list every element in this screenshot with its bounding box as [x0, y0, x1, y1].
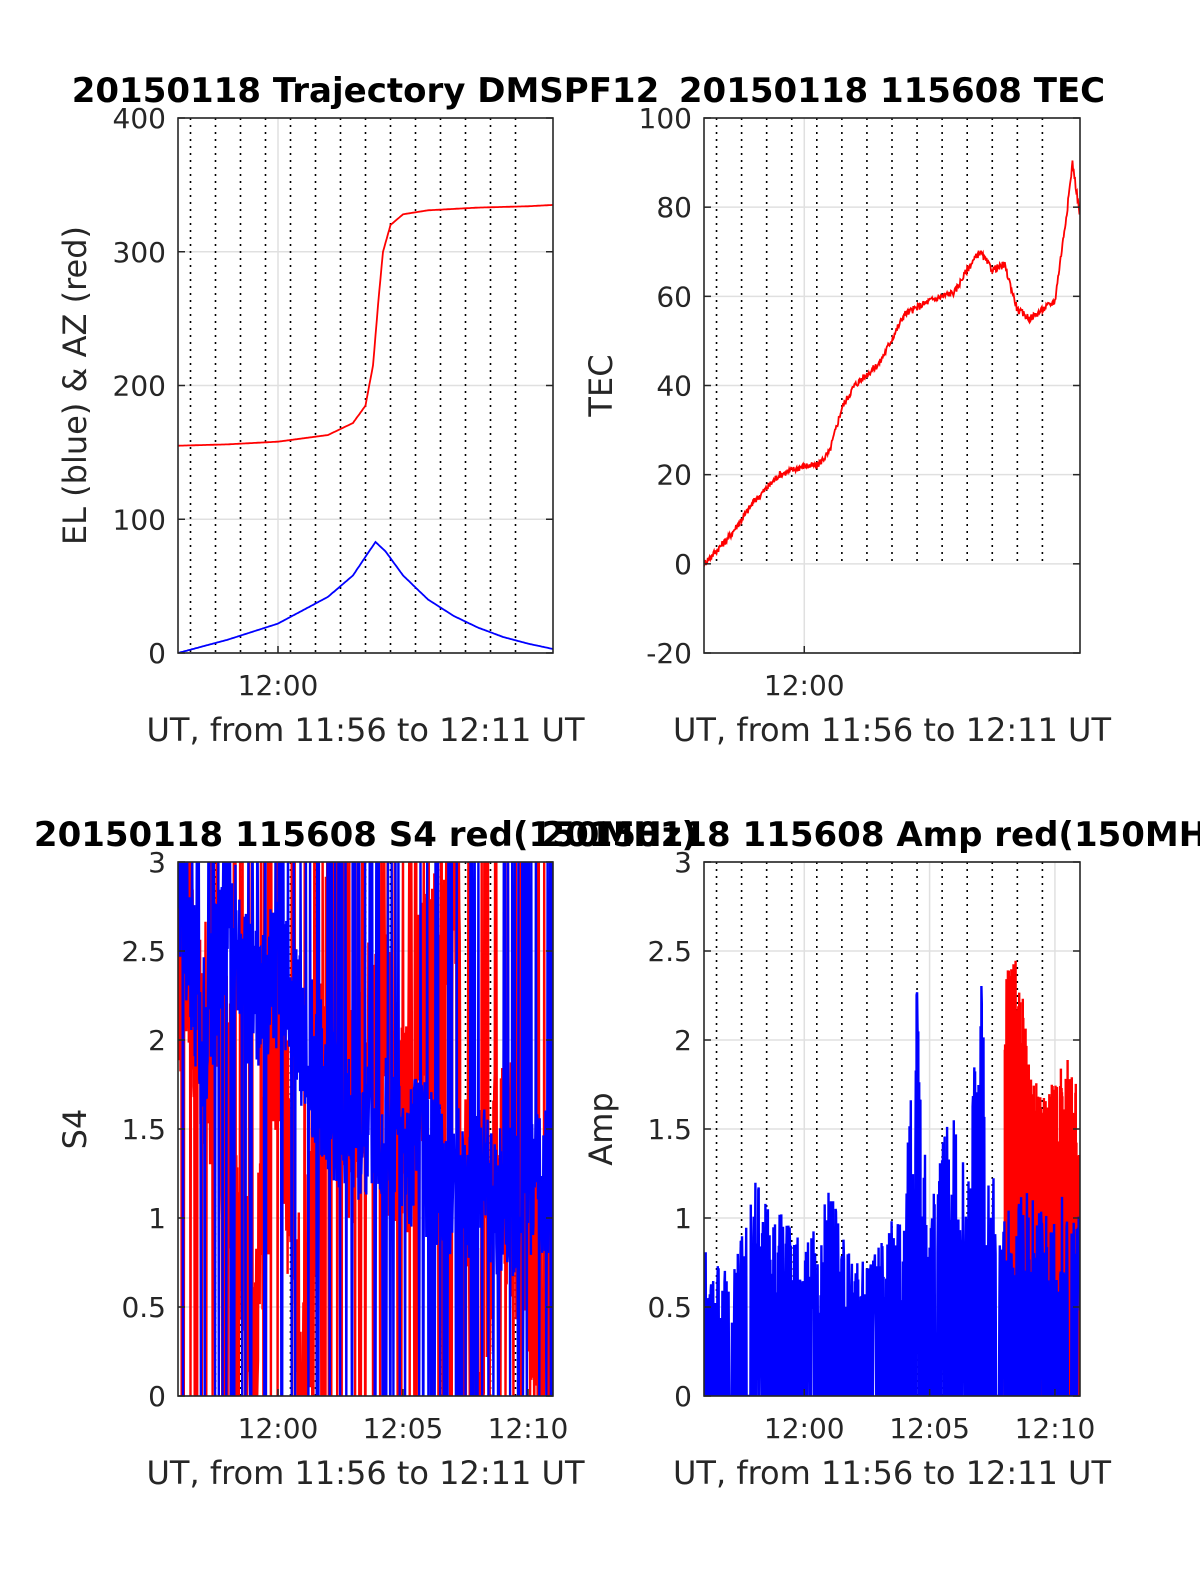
x-tick-label: 12:05 — [363, 1412, 444, 1445]
y-axis-label: Amp — [582, 1092, 620, 1165]
y-tick-label: 3 — [674, 846, 692, 879]
y-tick-label: 60 — [656, 280, 692, 313]
x-tick-label: 12:00 — [238, 669, 319, 702]
y-tick-label: 2.5 — [647, 935, 692, 968]
series-line-blue — [178, 540, 553, 653]
y-tick-label: 80 — [656, 191, 692, 224]
x-axis-label: UT, from 11:56 to 12:11 UT — [673, 1454, 1111, 1492]
y-axis-label: TEC — [582, 354, 620, 417]
chart-title: 20150118 115608 TEC — [679, 71, 1105, 111]
x-tick-label: 12:00 — [238, 1412, 319, 1445]
series-line-red — [1003, 960, 1080, 1396]
series-line-red — [178, 204, 553, 447]
y-tick-label: 200 — [113, 370, 166, 403]
x-tick-label: 12:00 — [764, 1412, 845, 1445]
y-tick-label: 1.5 — [647, 1113, 692, 1146]
y-tick-label: 1.5 — [121, 1113, 166, 1146]
y-tick-label: 2 — [674, 1024, 692, 1057]
y-tick-label: 1 — [674, 1202, 692, 1235]
chart-title: 20150118 115608 Amp red(150MHz) — [541, 815, 1200, 855]
y-tick-label: 0.5 — [121, 1291, 166, 1324]
x-tick-label: 12:00 — [764, 669, 845, 702]
amp-plot: 0 0.5 1 1.5 2 2.5 3 12:00 12:05 12:10 UT, from 11:… — [541, 815, 1200, 1492]
chart-title: 20150118 115608 S4 red(150MHz) — [34, 815, 697, 855]
y-tick-label: 300 — [113, 236, 166, 269]
y-tick-label: 2 — [148, 1024, 166, 1057]
x-axis-label: UT, from 11:56 to 12:11 UT — [147, 711, 585, 749]
x-axis-label: UT, from 11:56 to 12:11 UT — [147, 1454, 585, 1492]
y-tick-label: 2.5 — [121, 935, 166, 968]
y-tick-label: 0 — [148, 1380, 166, 1413]
y-tick-label: 100 — [639, 102, 692, 135]
y-tick-label: 400 — [113, 102, 166, 135]
x-tick-label: 12:05 — [889, 1412, 970, 1445]
y-tick-label: 0 — [674, 548, 692, 581]
y-tick-label: 40 — [656, 370, 692, 403]
chart-title: 20150118 Trajectory DMSPF12 — [72, 71, 660, 111]
y-tick-label: 0.5 — [647, 1291, 692, 1324]
y-tick-label: -20 — [646, 637, 692, 670]
y-tick-label: 1 — [148, 1202, 166, 1235]
x-tick-label: 12:10 — [1015, 1412, 1096, 1445]
y-tick-label: 0 — [148, 637, 166, 670]
s4-plot: 0 0.5 1 1.5 2 2.5 3 12:00 12:05 12:10 UT, from 11:… — [34, 815, 697, 1492]
y-tick-label: 0 — [674, 1380, 692, 1413]
tec-plot: -20 0 20 40 60 80 100 12:00 UT, from 11:56 to 12… — [582, 71, 1111, 749]
series-line-blue — [178, 862, 553, 1396]
y-tick-label: 3 — [148, 846, 166, 879]
series-line-red — [704, 160, 1080, 567]
y-tick-label: 20 — [656, 459, 692, 492]
y-axis-label: S4 — [56, 1109, 94, 1150]
trajectory-plot: 0 100 200 300 400 12:00 UT, from 11:56 to 12:1… — [56, 71, 659, 749]
negative-region — [705, 564, 1079, 652]
x-tick-label: 12:10 — [488, 1412, 569, 1445]
x-axis-label: UT, from 11:56 to 12:11 UT — [673, 711, 1111, 749]
series-line-blue — [704, 985, 1080, 1396]
y-tick-label: 100 — [113, 503, 166, 536]
y-axis-label: EL (blue) & AZ (red) — [56, 226, 94, 545]
